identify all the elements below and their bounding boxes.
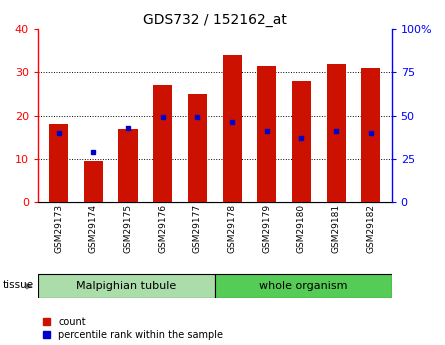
Text: GSM29174: GSM29174: [89, 204, 98, 253]
Text: GSM29180: GSM29180: [297, 204, 306, 253]
Bar: [49, 124, 68, 202]
Title: GDS732 / 152162_at: GDS732 / 152162_at: [143, 13, 287, 27]
Bar: [153, 85, 172, 202]
Bar: [257, 66, 276, 202]
FancyBboxPatch shape: [38, 274, 215, 298]
Bar: [222, 55, 242, 202]
Text: whole organism: whole organism: [259, 282, 348, 291]
Bar: [361, 68, 380, 202]
Bar: [327, 64, 346, 202]
Bar: [188, 94, 207, 202]
Text: GSM29182: GSM29182: [366, 204, 375, 253]
Bar: [118, 128, 138, 202]
Bar: [84, 161, 103, 202]
Text: GSM29175: GSM29175: [124, 204, 133, 253]
Text: GSM29177: GSM29177: [193, 204, 202, 253]
Text: GSM29173: GSM29173: [54, 204, 63, 253]
Legend: count, percentile rank within the sample: count, percentile rank within the sample: [43, 317, 223, 340]
Text: tissue: tissue: [2, 280, 33, 289]
Bar: [292, 81, 311, 202]
Text: GSM29176: GSM29176: [158, 204, 167, 253]
Text: GSM29178: GSM29178: [227, 204, 237, 253]
Text: GSM29181: GSM29181: [332, 204, 340, 253]
FancyBboxPatch shape: [215, 274, 392, 298]
Text: GSM29179: GSM29179: [262, 204, 271, 253]
Text: Malpighian tubule: Malpighian tubule: [76, 282, 176, 291]
